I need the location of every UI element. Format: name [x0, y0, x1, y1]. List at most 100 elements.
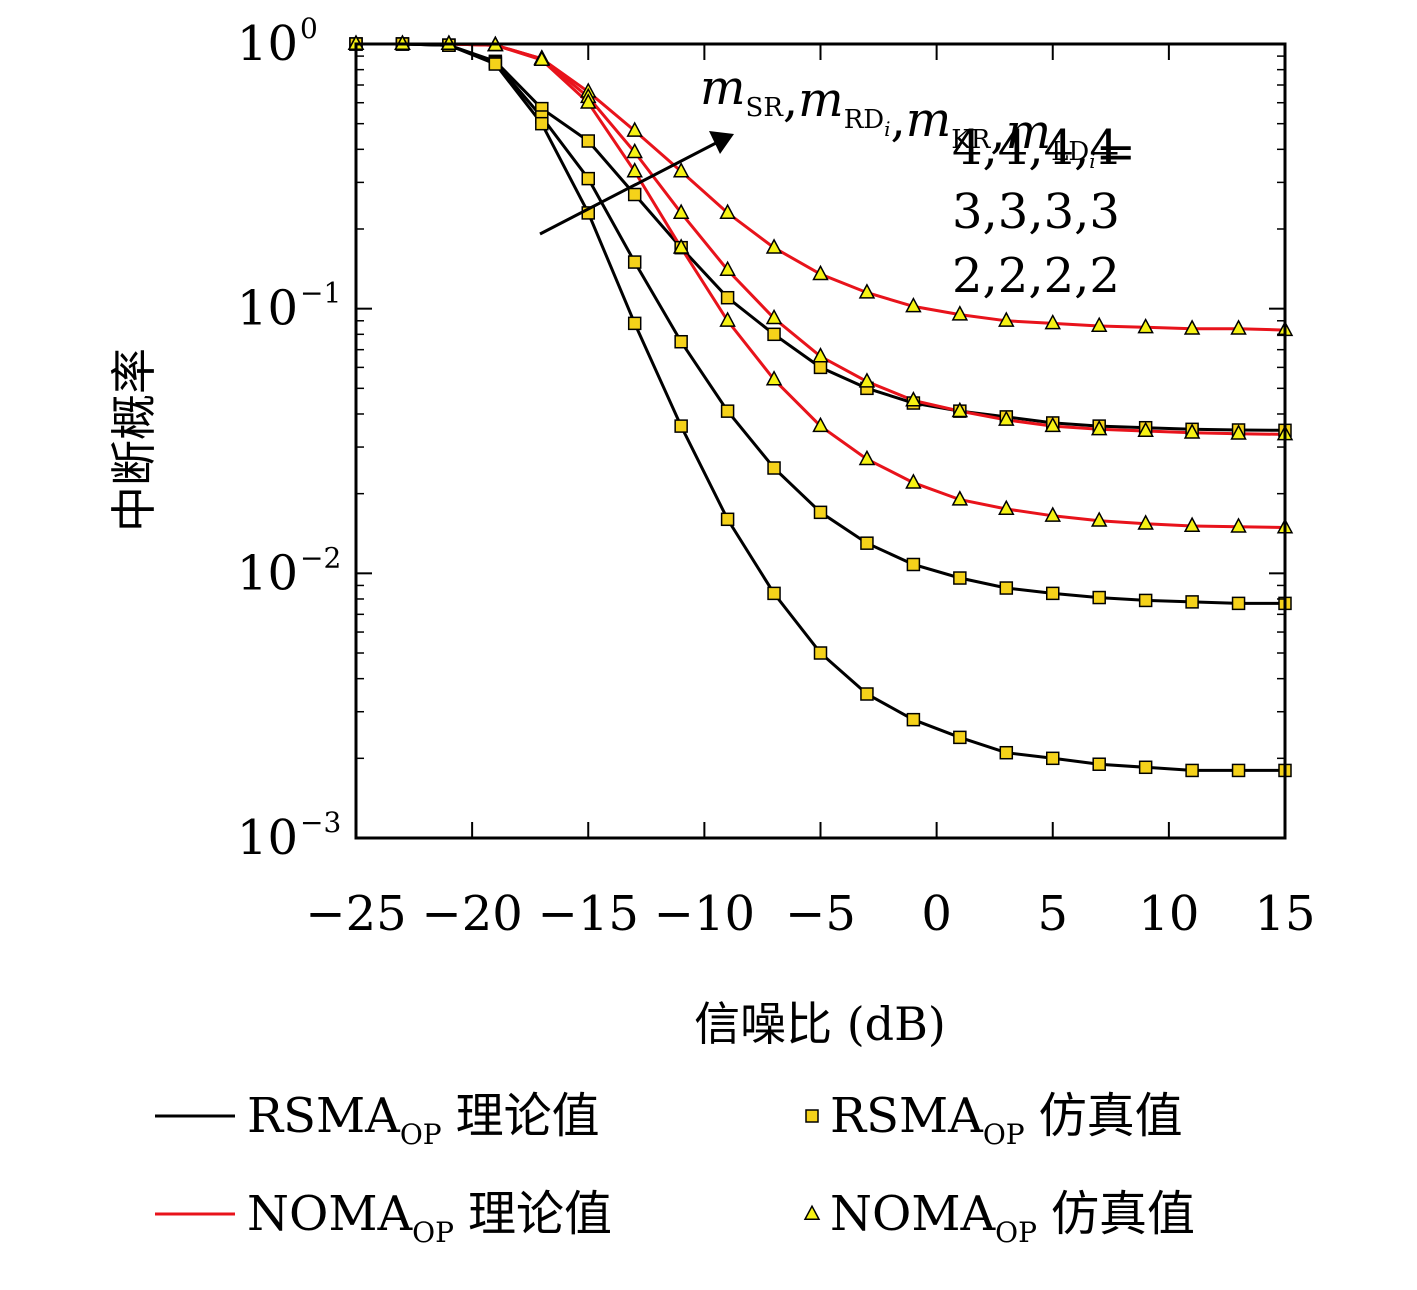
y-tick-label: 10 [237, 810, 298, 866]
annotation-line: 4,4,4,4 [952, 120, 1120, 176]
trend-arrow-head [709, 131, 734, 154]
legend-name: NOMA [247, 1186, 414, 1242]
data-point-square [1092, 757, 1106, 771]
data-point-square [1046, 586, 1060, 601]
annotation-part: = [1096, 124, 1136, 180]
data-point-triangle [951, 401, 969, 418]
trend-arrow-shaft [539, 141, 717, 236]
data-point-square [1138, 593, 1153, 608]
data-point-square [813, 360, 828, 375]
data-point-square [999, 745, 1014, 760]
data-point-triangle [858, 372, 876, 388]
data-point-triangle [858, 283, 876, 299]
legend-subscript: OP [983, 1118, 1025, 1151]
legend-subscript: OP [400, 1118, 442, 1151]
data-point-triangle [1137, 421, 1154, 438]
data-point-square [720, 404, 735, 418]
annotation-part: , [891, 92, 906, 148]
data-point-square [860, 536, 874, 550]
data-point-triangle [1137, 514, 1154, 530]
x-tick-label: −5 [785, 886, 856, 942]
x-tick-label: 5 [1037, 886, 1068, 942]
y-axis-label: 中断概率 [107, 348, 161, 532]
data-point-triangle [672, 162, 690, 178]
annotation-part: m [700, 60, 746, 116]
x-tick-label: −20 [421, 886, 522, 942]
x-tick-label: 15 [1254, 886, 1315, 942]
data-point-triangle [672, 203, 690, 219]
legend-item-rsma-square: RSMAOP 仿真值 [805, 1088, 1183, 1151]
annotation-line: 3,3,3,3 [952, 184, 1120, 240]
annotation-subsubscript: i [884, 117, 890, 141]
data-point-square [581, 134, 595, 148]
data-point-triangle [1230, 517, 1247, 533]
legend-name: RSMA [830, 1088, 984, 1144]
legend-desc: 仿真值 [1039, 1088, 1183, 1144]
annotation-subscript: KR [951, 125, 991, 155]
annotation-part: m [798, 72, 844, 128]
data-point-triangle [812, 347, 829, 363]
data-point-square [999, 581, 1014, 595]
series-rsma-m4 [356, 42, 1285, 772]
data-point-triangle [1090, 316, 1108, 333]
data-point-triangle [533, 50, 551, 67]
x-tick-label: −15 [538, 886, 639, 942]
data-point-square [860, 687, 874, 701]
data-point-triangle [719, 203, 736, 219]
data-point-triangle [765, 238, 783, 254]
legend-desc: 理论值 [456, 1088, 600, 1144]
data-point-triangle [1090, 511, 1108, 527]
markers-rsma-m4 [349, 37, 1292, 778]
data-point-triangle [905, 391, 922, 407]
annotation-part: , [783, 72, 798, 128]
legend-desc: 仿真值 [1051, 1186, 1195, 1242]
legend-swatch-square [805, 1109, 819, 1123]
data-point-square [535, 116, 549, 131]
annotation-subscript: SR [746, 93, 785, 123]
data-point-square [627, 187, 642, 202]
data-point-triangle [905, 473, 922, 489]
data-point-square [1046, 751, 1060, 766]
data-point-square [1092, 590, 1106, 605]
data-point-square [813, 505, 828, 520]
series-layer [347, 34, 1294, 778]
data-point-square [767, 586, 781, 601]
legend-name: NOMA [830, 1186, 997, 1242]
legend-label: RSMAOP 仿真值 [830, 1088, 1183, 1151]
data-point-square [767, 327, 781, 342]
annotation-part: , [990, 104, 1005, 160]
y-tick-label-exponent: −2 [300, 541, 341, 574]
x-tick-label: −25 [305, 886, 406, 942]
legend-item-rsma-line: RSMAOP 理论值 [155, 1088, 600, 1151]
data-point-square [813, 646, 828, 660]
data-point-square [720, 512, 735, 527]
data-point-triangle [765, 370, 783, 386]
data-point-triangle [765, 308, 783, 325]
data-point-triangle [672, 238, 690, 254]
legend-subscript: OP [995, 1216, 1037, 1249]
y-tick-label-exponent: −3 [300, 806, 341, 839]
y-tick-label-exponent: −1 [300, 277, 341, 310]
y-tick-label: 10 [237, 281, 298, 337]
legend-item-noma-triangle: NOMAOP 仿真值 [803, 1186, 1195, 1249]
data-point-triangle [626, 142, 643, 159]
data-point-triangle [812, 416, 829, 433]
series-line [356, 42, 1285, 772]
plot-frame [354, 42, 1287, 840]
annotation-subscript: RD [844, 105, 884, 135]
data-point-square [720, 290, 735, 305]
data-point-triangle [1090, 419, 1108, 436]
data-point-triangle [1230, 424, 1247, 440]
data-point-triangle [579, 93, 597, 109]
data-point-triangle [998, 311, 1015, 327]
data-point-triangle [812, 264, 829, 281]
legend-label: NOMAOP 仿真值 [830, 1186, 1195, 1249]
legend-label: NOMAOP 理论值 [247, 1186, 612, 1249]
data-point-square [953, 571, 967, 585]
data-point-triangle [1044, 416, 1062, 433]
legend-subscript: OP [412, 1216, 454, 1249]
annotation-label: mSR,mRDi,mKR,mLDi= [700, 60, 1136, 180]
x-tick-label: −10 [654, 886, 755, 942]
